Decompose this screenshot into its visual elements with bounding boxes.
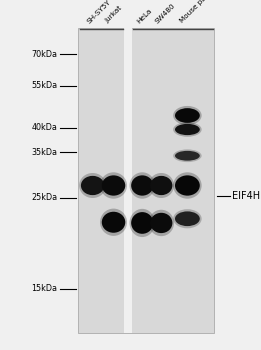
Ellipse shape bbox=[131, 175, 153, 196]
Ellipse shape bbox=[81, 176, 104, 195]
Text: SW480: SW480 bbox=[154, 2, 176, 25]
Text: 70kDa: 70kDa bbox=[31, 50, 57, 59]
Ellipse shape bbox=[100, 209, 127, 236]
Ellipse shape bbox=[175, 151, 200, 161]
Text: 15kDa: 15kDa bbox=[31, 284, 57, 293]
Ellipse shape bbox=[173, 209, 202, 228]
Bar bbox=[78, 28, 214, 332]
Ellipse shape bbox=[173, 122, 202, 137]
Ellipse shape bbox=[150, 176, 172, 195]
Ellipse shape bbox=[173, 172, 202, 199]
Text: Mouse pancreas: Mouse pancreas bbox=[179, 0, 224, 25]
Ellipse shape bbox=[173, 149, 202, 162]
Ellipse shape bbox=[175, 108, 200, 123]
Ellipse shape bbox=[102, 212, 125, 233]
Ellipse shape bbox=[79, 173, 106, 198]
Ellipse shape bbox=[129, 172, 155, 199]
Ellipse shape bbox=[131, 212, 153, 234]
Text: 55kDa: 55kDa bbox=[31, 81, 57, 90]
Text: HeLa: HeLa bbox=[135, 7, 153, 25]
Ellipse shape bbox=[175, 124, 200, 135]
Ellipse shape bbox=[173, 106, 202, 125]
Text: 35kDa: 35kDa bbox=[31, 148, 57, 157]
Ellipse shape bbox=[150, 213, 172, 233]
Text: SH-SY5Y: SH-SY5Y bbox=[86, 0, 112, 25]
Ellipse shape bbox=[149, 173, 174, 198]
Text: EIF4H: EIF4H bbox=[232, 191, 260, 201]
Bar bbox=[124, 28, 132, 332]
Text: 25kDa: 25kDa bbox=[31, 193, 57, 202]
Ellipse shape bbox=[129, 209, 155, 237]
Ellipse shape bbox=[175, 175, 200, 196]
Ellipse shape bbox=[102, 175, 125, 196]
Ellipse shape bbox=[175, 211, 200, 226]
Text: 40kDa: 40kDa bbox=[32, 123, 57, 132]
Ellipse shape bbox=[100, 172, 127, 199]
Text: Jurkat: Jurkat bbox=[104, 5, 123, 25]
Ellipse shape bbox=[149, 210, 174, 236]
